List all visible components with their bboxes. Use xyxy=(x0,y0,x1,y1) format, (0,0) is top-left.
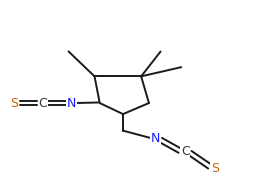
Text: S: S xyxy=(10,97,18,109)
Text: N: N xyxy=(151,132,160,145)
Text: S: S xyxy=(211,162,219,175)
Text: C: C xyxy=(38,97,47,109)
Text: C: C xyxy=(181,145,190,158)
Text: N: N xyxy=(67,97,76,109)
